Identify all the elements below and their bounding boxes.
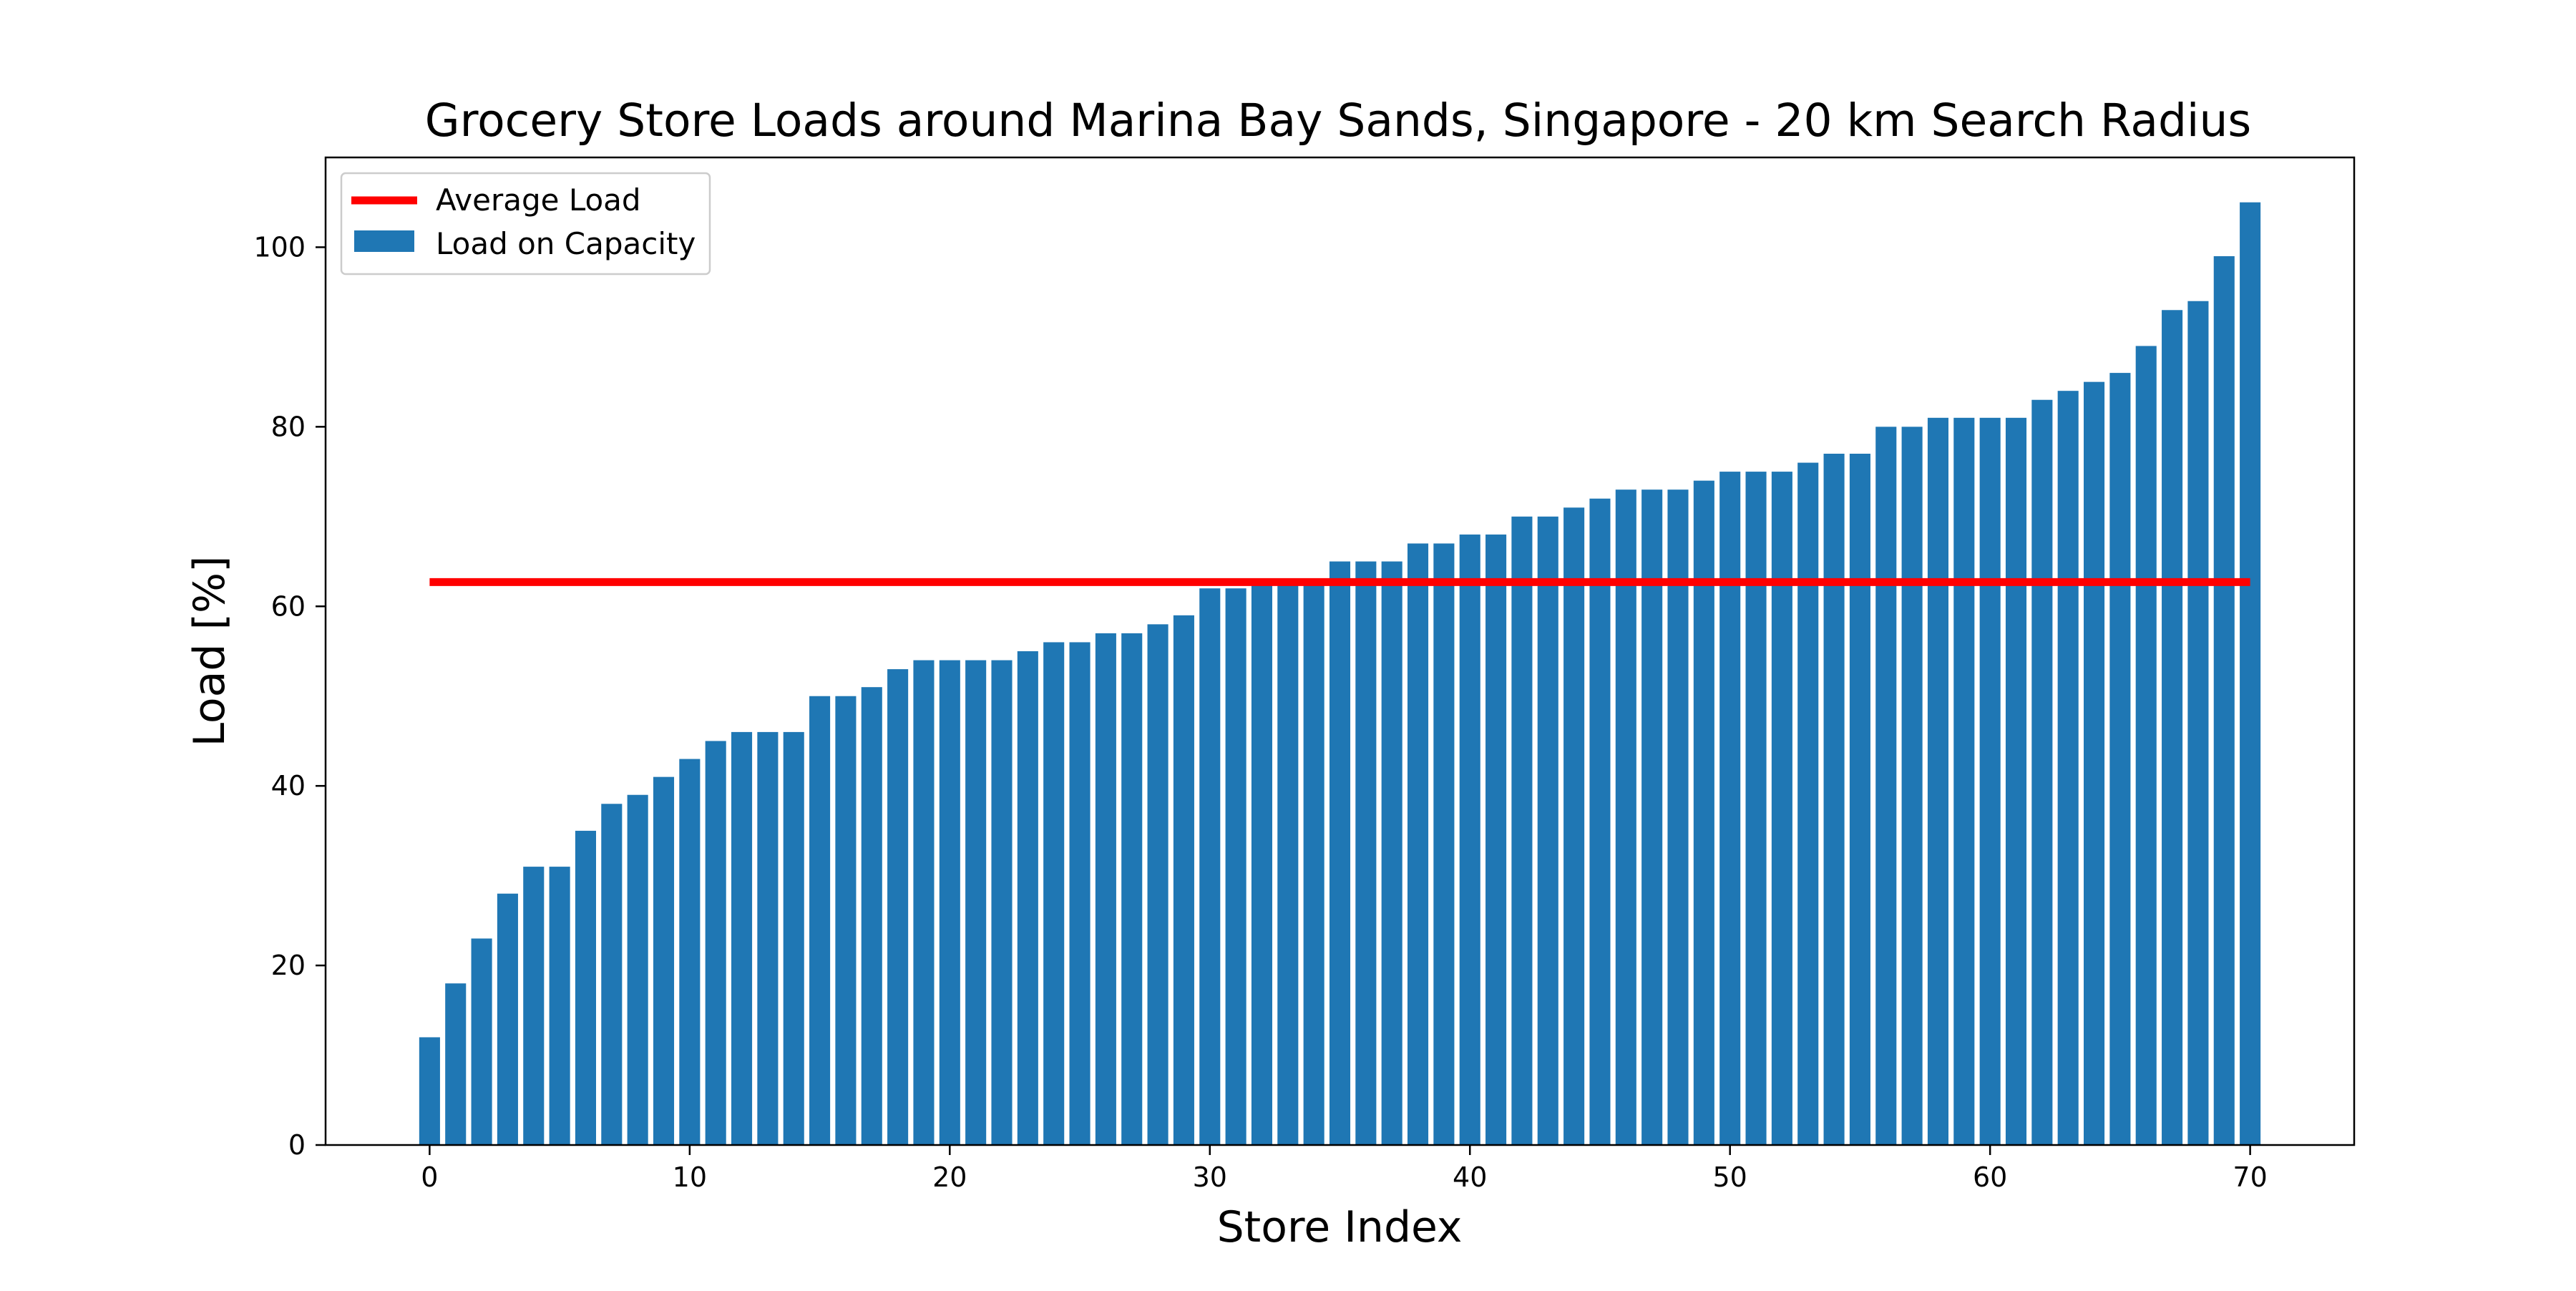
bar — [991, 660, 1013, 1145]
y-tick-label: 0 — [288, 1129, 306, 1161]
bar — [1277, 579, 1299, 1145]
bar — [757, 731, 779, 1145]
x-tick-label: 0 — [421, 1161, 438, 1193]
bar — [731, 731, 753, 1145]
x-tick-label: 30 — [1193, 1161, 1227, 1193]
bar — [1745, 472, 1767, 1145]
bar — [1927, 417, 1948, 1145]
bar — [601, 804, 623, 1145]
bar — [575, 830, 596, 1145]
bar — [1797, 462, 1819, 1145]
legend: Average Load Load on Capacity — [340, 172, 711, 276]
bar — [2162, 310, 2183, 1145]
bar — [1485, 534, 1507, 1145]
bar — [1875, 427, 1897, 1145]
bar — [861, 687, 882, 1145]
bar — [1303, 579, 1324, 1145]
bar — [1433, 543, 1455, 1145]
x-axis: 0 10 20 30 40 50 60 70 — [421, 1145, 2268, 1193]
bar — [2187, 301, 2209, 1146]
bar — [2135, 346, 2157, 1146]
bar — [1121, 633, 1143, 1145]
bar — [627, 794, 648, 1145]
bar — [419, 1037, 440, 1145]
bar — [549, 867, 570, 1145]
bar — [1251, 579, 1272, 1145]
bar — [1979, 417, 2001, 1145]
x-tick-label: 70 — [2233, 1161, 2267, 1193]
bar — [783, 731, 804, 1145]
bar — [471, 938, 492, 1145]
y-axis: 0 20 40 60 80 100 — [253, 231, 326, 1161]
legend-label-average-load: Average Load — [436, 182, 641, 218]
bar — [965, 660, 987, 1145]
bar — [2084, 381, 2105, 1145]
bar — [1537, 516, 1558, 1145]
bar — [1615, 489, 1636, 1145]
x-tick-label: 60 — [1973, 1161, 2007, 1193]
bar — [523, 867, 545, 1145]
bar — [1225, 588, 1246, 1145]
legend-swatch-load-on-capacity — [354, 230, 414, 252]
bar — [913, 660, 935, 1145]
x-tick-label: 20 — [932, 1161, 967, 1193]
bar — [1823, 454, 1845, 1145]
bar — [1043, 642, 1065, 1145]
bar — [1589, 498, 1611, 1145]
legend-box — [340, 172, 711, 276]
bar — [445, 983, 467, 1145]
bar — [1199, 588, 1221, 1145]
bar — [679, 759, 701, 1145]
y-tick-label: 100 — [253, 231, 306, 263]
bar — [1017, 651, 1038, 1145]
bar — [1173, 615, 1194, 1145]
bar — [1953, 417, 1975, 1145]
bar — [1511, 516, 1533, 1145]
bar — [1719, 472, 1741, 1145]
bar — [1355, 561, 1377, 1145]
bar — [1459, 534, 1480, 1145]
y-axis-label: Load [%] — [185, 556, 235, 747]
bar — [1407, 543, 1429, 1145]
x-tick-label: 40 — [1453, 1161, 1487, 1193]
bar — [2109, 373, 2131, 1145]
bar — [1563, 507, 1585, 1145]
bar — [887, 669, 909, 1145]
bar — [2213, 256, 2235, 1145]
legend-label-load-on-capacity: Load on Capacity — [436, 226, 696, 261]
bar — [705, 741, 726, 1145]
y-tick-label: 20 — [271, 950, 306, 981]
bar — [2005, 417, 2027, 1145]
bar — [2240, 202, 2261, 1146]
bars-layer — [419, 202, 2261, 1146]
bar — [1095, 633, 1116, 1145]
bar — [1849, 454, 1870, 1145]
bar — [2031, 399, 2053, 1145]
bar — [1329, 561, 1351, 1145]
bar — [1667, 489, 1689, 1145]
bar — [809, 696, 831, 1145]
y-tick-label: 40 — [271, 770, 306, 802]
bar — [1069, 642, 1091, 1145]
y-tick-label: 60 — [271, 590, 306, 622]
chart-title: Grocery Store Loads around Marina Bay Sa… — [425, 94, 2251, 147]
bar — [1147, 624, 1169, 1145]
bar — [2057, 391, 2079, 1146]
bar — [1381, 561, 1402, 1145]
x-axis-label: Store Index — [1217, 1202, 1463, 1252]
x-tick-label: 10 — [673, 1161, 707, 1193]
plot-frame — [324, 156, 2356, 1146]
bar — [497, 893, 518, 1145]
bar — [1693, 480, 1714, 1145]
bar — [1641, 489, 1663, 1145]
y-tick-label: 80 — [271, 411, 306, 442]
bar — [835, 696, 857, 1145]
x-tick-label: 50 — [1713, 1161, 1747, 1193]
bar — [939, 660, 960, 1145]
bar — [1901, 427, 1923, 1145]
bar — [1771, 472, 1792, 1145]
bar — [653, 776, 675, 1145]
